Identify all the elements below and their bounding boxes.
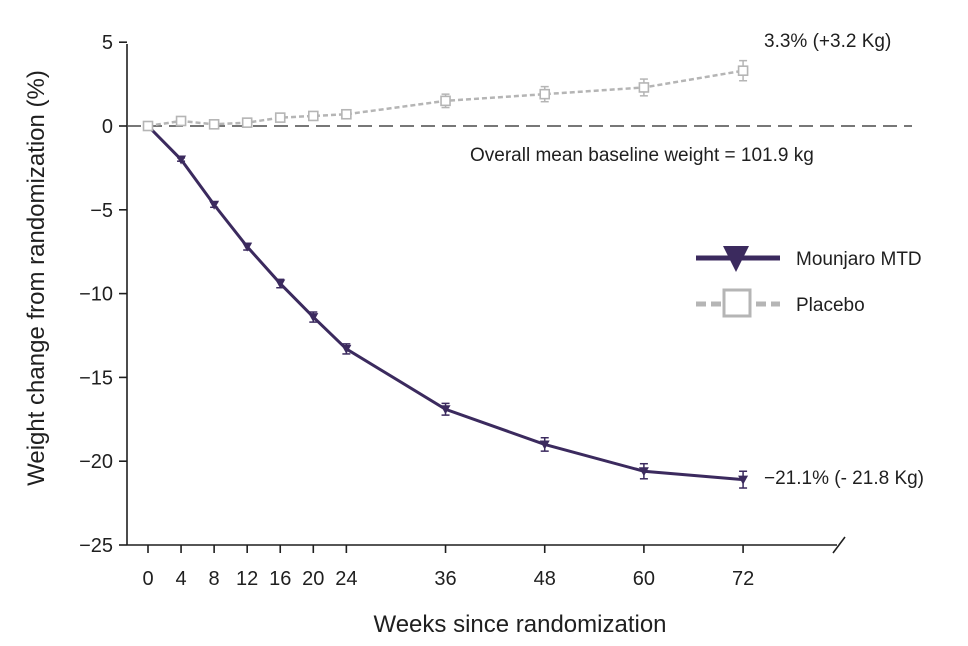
mounjaro-point	[209, 200, 220, 210]
x-tick-label: 0	[142, 568, 153, 590]
mounjaro-point	[440, 405, 451, 415]
series-placebo	[142, 59, 749, 132]
axes	[119, 41, 846, 554]
x-axis-label: Weeks since randomization	[373, 611, 666, 638]
mounjaro-line	[146, 124, 744, 482]
placebo-point	[241, 117, 253, 128]
baseline-annotation: Overall mean baseline weight = 101.9 kg	[470, 145, 814, 166]
x-tick-label: 4	[175, 568, 186, 590]
x-tick-label: 20	[302, 568, 324, 590]
placebo-point	[539, 88, 551, 100]
y-tick-label: −20	[79, 451, 113, 473]
placebo-line	[147, 69, 744, 128]
placebo-point	[737, 65, 749, 76]
x-tick-label: 12	[236, 568, 258, 590]
legend-label-mounjaro: Mounjaro MTD	[796, 249, 922, 270]
mounjaro-point	[308, 313, 319, 323]
x-tick-label: 48	[534, 568, 556, 590]
y-axis-label: Weight change from randomization (%)	[23, 70, 50, 486]
y-tick-label: 5	[102, 32, 113, 54]
mounjaro-end-annotation: −21.1% (- 21.8 Kg)	[764, 468, 924, 489]
x-axis-break	[832, 536, 846, 554]
placebo-point	[341, 108, 352, 120]
placebo-point	[440, 95, 451, 107]
legend-marker-placebo	[722, 288, 752, 318]
placebo-end-annotation: 3.3% (+3.2 Kg)	[764, 31, 891, 52]
x-tick-label: 24	[335, 568, 357, 590]
x-tick-label: 8	[209, 568, 220, 590]
placebo-point	[142, 120, 154, 132]
placebo-point	[638, 82, 650, 93]
mounjaro-point	[738, 475, 749, 485]
series-layer	[142, 59, 749, 489]
y-tick-label: −5	[90, 200, 113, 222]
mounjaro-point	[242, 242, 253, 252]
legend-marker-mounjaro	[723, 246, 749, 272]
mounjaro-point	[275, 279, 286, 289]
mounjaro-point	[176, 155, 187, 165]
y-tick-label: 0	[102, 116, 113, 138]
x-tick-label: 72	[732, 568, 754, 590]
mounjaro-point	[539, 440, 550, 450]
placebo-point	[208, 119, 220, 130]
legend-label-placebo: Placebo	[796, 295, 865, 316]
legend: Mounjaro MTD Placebo	[696, 246, 922, 318]
x-tick-label: 16	[269, 568, 291, 590]
legend-item-mounjaro: Mounjaro MTD	[696, 246, 922, 272]
y-tick-label: −15	[79, 367, 113, 389]
mounjaro-point	[638, 467, 649, 477]
y-tick-label: −10	[79, 284, 113, 306]
series-mounjaro	[143, 122, 749, 489]
x-tick-label: 36	[434, 568, 456, 590]
mounjaro-point	[341, 344, 352, 354]
placebo-point	[274, 112, 286, 123]
tick-labels: 50−5−10−15−20−250 4 8 12 16 20 24 36 48 60 72	[79, 32, 754, 590]
placebo-point	[307, 110, 319, 122]
x-tick-label: 60	[633, 568, 655, 590]
placebo-point	[175, 115, 187, 127]
legend-item-placebo: Placebo	[696, 288, 865, 318]
y-tick-label: −25	[79, 535, 113, 557]
